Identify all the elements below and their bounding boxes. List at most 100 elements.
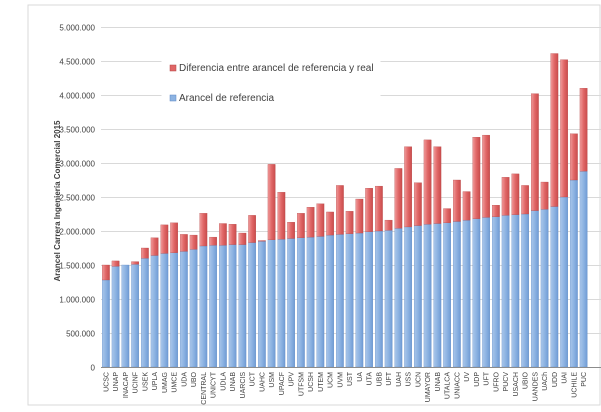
bar-difference	[199, 213, 208, 247]
bar-reference	[316, 236, 325, 368]
bar-difference	[375, 185, 383, 232]
bar-difference	[579, 88, 588, 172]
x-tick-label: UNAB	[435, 372, 442, 392]
bar-difference	[570, 133, 578, 181]
bar-difference	[423, 139, 432, 225]
bar-reference	[570, 179, 578, 368]
x-tick-label: UCHILE	[571, 372, 578, 398]
bar-difference	[258, 240, 266, 242]
x-tick-label: CENTRAL	[201, 372, 208, 405]
bar-reference	[579, 171, 588, 368]
x-tick-label: UV	[464, 372, 471, 382]
bar-difference	[521, 185, 529, 215]
x-tick-label: UAH	[396, 372, 403, 387]
x-tick-label: UBB	[376, 372, 383, 387]
x-tick-label: UFT	[484, 371, 491, 385]
y-tick-label: 1.000.000	[59, 296, 95, 305]
bar-difference	[277, 192, 286, 240]
bar-difference	[170, 222, 178, 253]
legend-label: Arancel de referencia	[179, 93, 274, 104]
bar-difference	[150, 237, 159, 256]
bar-difference	[248, 215, 256, 243]
bar-difference	[180, 234, 188, 252]
bar-reference	[267, 239, 276, 368]
x-tick-label: UAHC	[259, 372, 266, 392]
legend-label: Diferencia entre arancel de referencia y…	[179, 63, 374, 74]
bar-reference	[209, 245, 217, 368]
x-tick-label: UCSH	[308, 372, 315, 392]
x-tick-label: UNIACC	[454, 372, 461, 399]
x-tick-label: UST	[347, 371, 354, 386]
y-tick-label: 3.000.000	[59, 160, 95, 169]
bar-difference	[482, 134, 490, 218]
bar-reference	[365, 231, 373, 368]
x-tick-label: UNAB	[230, 372, 237, 392]
x-tick-label: UTFSM	[298, 372, 305, 396]
bar-reference	[355, 232, 364, 368]
bar-reference	[423, 224, 432, 368]
bar-difference	[560, 59, 568, 198]
y-tick-label: 2.500.000	[59, 194, 95, 203]
legend-swatch	[169, 94, 177, 102]
bar-reference	[248, 242, 256, 368]
x-tick-label: UNICYT	[211, 371, 218, 398]
bar-difference	[443, 208, 451, 223]
x-tick-label: UTA	[367, 372, 374, 386]
bar-reference	[238, 244, 247, 368]
bar-difference	[306, 207, 315, 238]
bar-difference	[238, 232, 247, 245]
y-tick-label: 0	[91, 364, 96, 373]
x-tick-label: UARCIS	[240, 372, 247, 399]
bar-reference	[131, 264, 139, 368]
legend: Diferencia entre arancel de referencia y…	[161, 56, 381, 124]
x-tick-label: UFRO	[493, 371, 500, 391]
bar-difference	[365, 188, 373, 232]
bar-difference	[492, 205, 500, 217]
bar-reference	[336, 234, 344, 368]
bar-difference	[287, 222, 295, 239]
bar-reference	[414, 225, 422, 368]
bar-reference	[180, 251, 188, 368]
bar-reference	[189, 249, 198, 368]
bar-difference	[219, 223, 227, 246]
bar-difference	[228, 224, 237, 245]
bar-difference	[531, 93, 539, 211]
x-tick-label: UDP	[474, 372, 481, 387]
bar-reference	[550, 206, 559, 368]
bar-reference	[394, 228, 403, 368]
bar-reference	[462, 219, 471, 368]
bar-difference	[102, 264, 110, 281]
bar-reference	[560, 196, 568, 368]
bar-reference	[492, 216, 500, 368]
bar-reference	[170, 252, 178, 368]
x-tick-label: USACH	[513, 372, 520, 397]
bar-reference	[199, 245, 208, 368]
x-tick-label: UTEM	[318, 372, 325, 392]
x-tick-label: UNAP	[113, 372, 120, 392]
bar-reference	[258, 241, 266, 368]
x-tick-label: INACAP	[123, 372, 130, 398]
bar-reference	[160, 253, 169, 368]
bar-difference	[472, 137, 481, 219]
bar-difference	[355, 198, 364, 234]
x-tick-label: UMAG	[162, 372, 169, 393]
x-tick-label: UCSC	[103, 372, 110, 392]
bar-reference	[228, 244, 237, 368]
bar-difference	[404, 146, 412, 228]
x-tick-label: UCN	[415, 372, 422, 387]
x-tick-label: UDLA	[220, 372, 227, 391]
bar-difference	[384, 219, 393, 231]
bar-difference	[131, 261, 139, 265]
y-tick-label: 4.500.000	[59, 58, 95, 67]
y-tick-label: 3.500.000	[59, 126, 95, 135]
bar-reference	[306, 236, 315, 368]
bar-reference	[121, 264, 130, 368]
y-tick-label: 500.000	[66, 330, 95, 339]
bar-reference	[433, 223, 442, 368]
y-tick-label: 1.500.000	[59, 262, 95, 271]
bar-reference	[482, 217, 490, 368]
bar-difference	[141, 247, 149, 259]
bar-reference	[511, 214, 520, 368]
x-tick-label: UPACF	[279, 372, 286, 395]
